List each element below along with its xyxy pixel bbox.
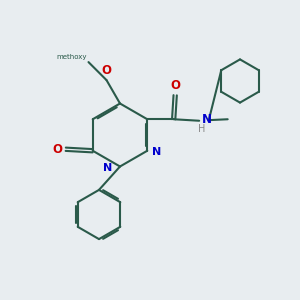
Text: N: N <box>152 147 161 157</box>
Text: N: N <box>202 113 212 126</box>
Text: methoxy: methoxy <box>56 54 87 60</box>
Text: O: O <box>170 79 180 92</box>
Text: O: O <box>101 64 112 76</box>
Text: N: N <box>103 163 112 173</box>
Text: H: H <box>199 124 206 134</box>
Text: O: O <box>52 143 62 156</box>
